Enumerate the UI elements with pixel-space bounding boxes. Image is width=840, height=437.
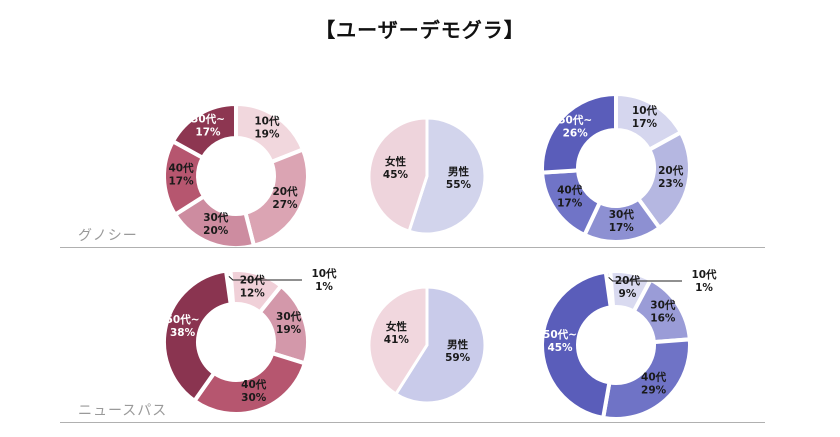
slice-label: 20代 23%	[658, 164, 684, 190]
slice-50代~	[540, 269, 613, 421]
callout-line	[228, 276, 302, 281]
slice-40代	[600, 337, 692, 421]
slice-女性	[367, 116, 429, 234]
donut-chart: 10代 1% 20代 12% 30代 19% 40代 30% 50代~ 38%	[162, 267, 337, 416]
slice-label: 女性 45%	[383, 155, 409, 181]
female-icon-head	[228, 154, 244, 170]
callout-line	[608, 277, 682, 282]
male-icon-body	[603, 166, 629, 188]
slice-男性	[393, 285, 487, 405]
donut-chart: 10代 19% 20代 27% 30代 20% 40代 17% 50代~ 17%	[162, 101, 310, 250]
page-title: 【ユーザーデモグラ】	[315, 18, 525, 42]
slice-label: 女性 41%	[384, 320, 410, 346]
gender-pie-chart: 男性 55% 女性 45%	[367, 116, 487, 236]
slice-label: 30代 16%	[650, 298, 676, 324]
gender-pie-chart: 男性 59% 女性 41%	[367, 285, 487, 405]
slice-label: 50代~ 45%	[543, 328, 577, 354]
female-icon-head	[228, 320, 244, 336]
slice-label: 50代~ 26%	[558, 114, 592, 140]
slice-label: 30代 19%	[276, 310, 302, 336]
row-divider	[60, 247, 765, 248]
slice-label: 30代 17%	[609, 208, 635, 234]
slice-label: 40代 17%	[168, 162, 194, 188]
slice-label: 40代 30%	[241, 378, 267, 404]
male-icon-head	[608, 146, 624, 162]
slice-label: 10代 1%	[311, 267, 337, 293]
slice-label: 男性 55%	[446, 165, 472, 191]
slice-label: 40代 17%	[557, 183, 583, 209]
slice-label: 50代~ 17%	[191, 113, 225, 139]
donut-chart: 10代 1% 20代 9% 30代 16% 40代 29% 50代~ 45%	[540, 268, 717, 421]
slice-50代~	[170, 101, 238, 161]
slice-label: 10代 19%	[254, 115, 280, 141]
female-icon-body	[223, 340, 249, 362]
male-icon-body	[603, 343, 629, 365]
male-icon-head	[608, 323, 624, 339]
donut-chart: 10代 17% 20代 23% 30代 17% 40代 17% 50代~ 26%	[540, 91, 692, 244]
slice-label: 10代 1%	[691, 268, 717, 294]
slice-label: 20代 27%	[272, 185, 298, 211]
slice-女性	[367, 285, 429, 397]
slice-label: 20代 9%	[615, 274, 641, 300]
female-icon-body	[223, 174, 249, 196]
slice-20代	[243, 146, 310, 249]
slice-label: 40代 29%	[641, 370, 667, 396]
slice-50代~	[162, 268, 233, 404]
slice-label: 20代 12%	[240, 273, 266, 299]
slice-label: 30代 20%	[203, 211, 229, 237]
slice-label: 50代~ 38%	[166, 313, 200, 339]
row-label-gunosy: グノシー	[78, 228, 138, 244]
row-label-newspass: ニュースパス	[78, 403, 168, 419]
slice-50代~	[540, 91, 618, 175]
slice-label: 男性 59%	[445, 338, 471, 364]
row-divider	[60, 422, 765, 423]
slice-label: 10代 17%	[632, 104, 658, 130]
slice-40代	[191, 350, 308, 416]
